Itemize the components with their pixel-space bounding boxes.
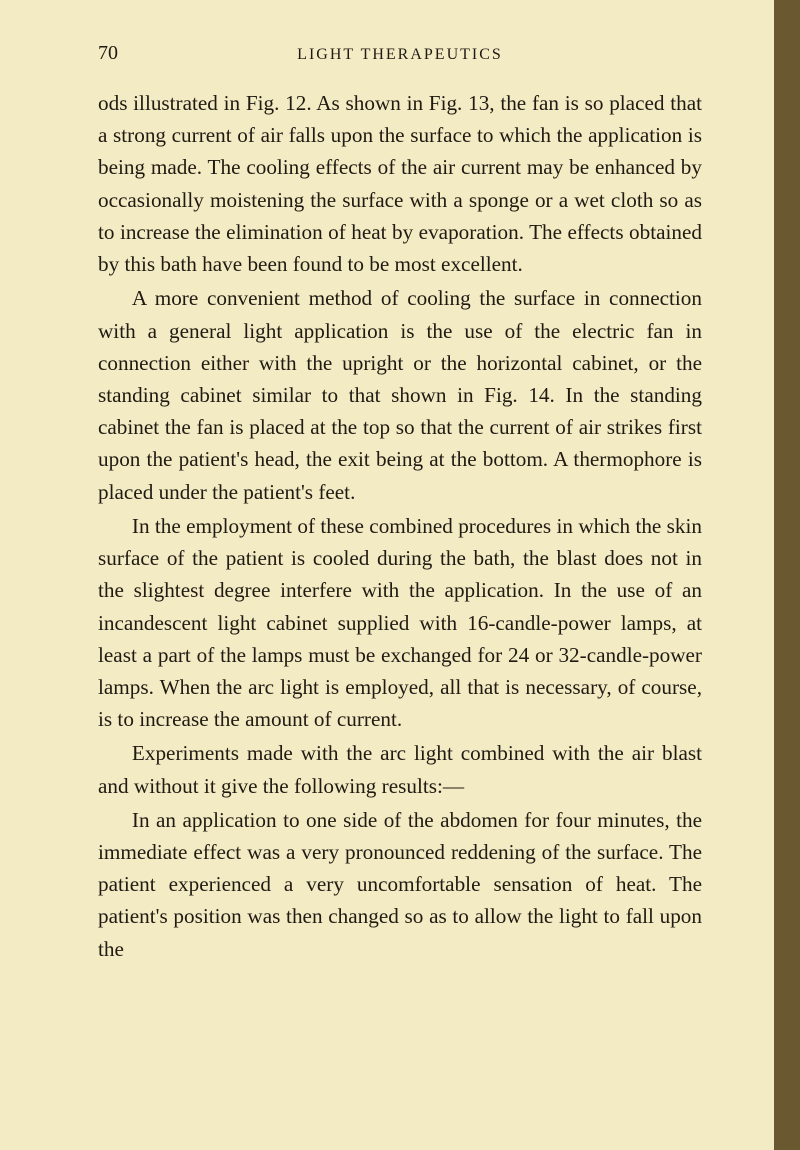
book-page: 70 LIGHT THERAPEUTICS ods illustrated in… <box>0 0 774 1150</box>
running-title: LIGHT THERAPEUTICS <box>98 46 702 64</box>
paragraph-5: In an application to one side of the abd… <box>98 804 702 965</box>
paragraph-3: In the employment of these combined proc… <box>98 510 702 736</box>
paragraph-2: A more convenient method of cooling the … <box>98 282 702 508</box>
binding-edge-strip <box>774 0 800 1150</box>
page-header: 70 LIGHT THERAPEUTICS <box>98 42 702 65</box>
paragraph-1: ods illustrated in Fig. 12. As shown in … <box>98 87 702 280</box>
paragraph-4: Experiments made with the arc light comb… <box>98 737 702 801</box>
body-text: ods illustrated in Fig. 12. As shown in … <box>98 87 702 965</box>
